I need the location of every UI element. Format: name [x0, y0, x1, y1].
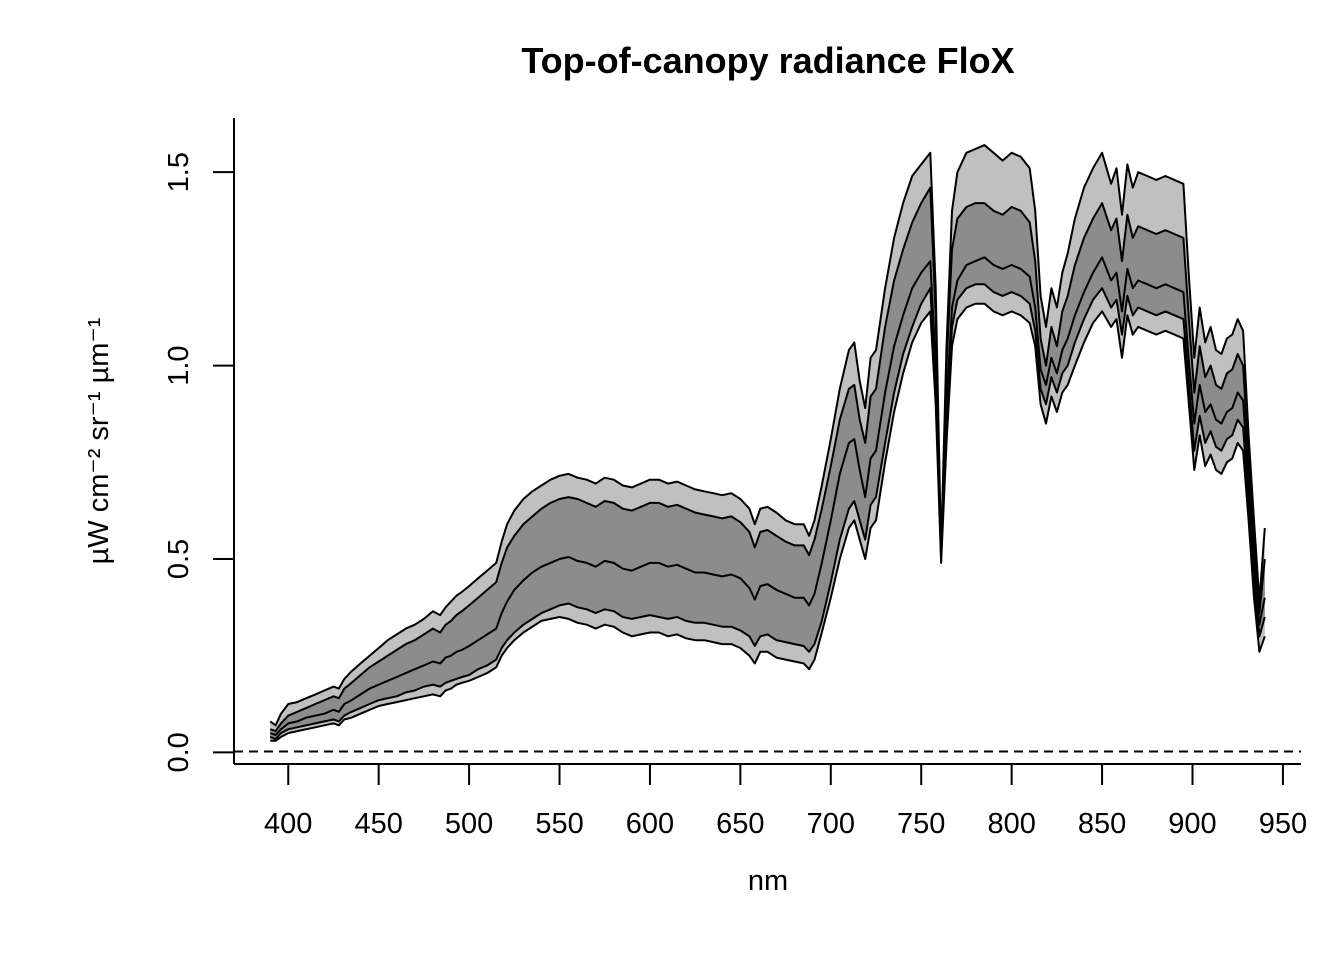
x-tick-label: 400: [264, 808, 312, 840]
x-tick-label: 700: [807, 808, 855, 840]
x-tick-label: 450: [354, 808, 402, 840]
x-tick-label: 750: [897, 808, 945, 840]
x-tick-label: 850: [1078, 808, 1126, 840]
y-tick-label: 0.0: [163, 732, 195, 772]
series-line-2: [269, 283, 1266, 740]
x-tick-label: 950: [1259, 808, 1307, 840]
y-tick-label: 1.5: [163, 152, 195, 192]
x-tick-label: 500: [445, 808, 493, 840]
y-axis-label: µW cm⁻² sr⁻¹ µm⁻¹: [83, 317, 115, 564]
x-tick-label: 800: [987, 808, 1035, 840]
series-line-1: [270, 302, 1266, 742]
x-axis-ticks: 400 450 500 550 600 650 700 750 800 850 900 950: [264, 764, 1307, 840]
series-line-4: [269, 186, 1266, 733]
x-tick-label: 650: [716, 808, 764, 840]
series-lines: [269, 144, 1266, 742]
x-tick-label: 550: [535, 808, 583, 840]
y-tick-label: 1.0: [163, 345, 195, 385]
y-axis-ticks: 0.0 0.5 1.0 1.5: [163, 152, 234, 773]
x-tick-label: 600: [626, 808, 674, 840]
x-axis-label: nm: [748, 865, 788, 897]
chart-title: Top-of-canopy radiance FloX: [521, 40, 1014, 81]
inner-band: [270, 187, 1265, 739]
x-tick-label: 900: [1168, 808, 1216, 840]
series-line-5: [269, 144, 1266, 727]
series-line-3: [269, 256, 1266, 736]
y-tick-label: 0.5: [163, 539, 195, 579]
